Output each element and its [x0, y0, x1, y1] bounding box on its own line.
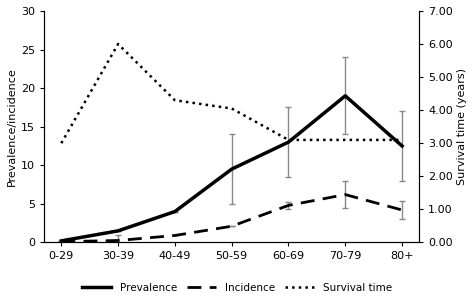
Incidence [286, 203, 292, 207]
Survival time [115, 42, 121, 46]
Line: Survival time: Survival time [61, 44, 402, 143]
Prevalence [172, 210, 178, 213]
Y-axis label: Survival time (years): Survival time (years) [457, 68, 467, 185]
Survival time [286, 138, 292, 142]
Incidence [172, 234, 178, 237]
Incidence [58, 240, 64, 243]
Survival time [172, 99, 178, 102]
Prevalence [58, 239, 64, 243]
Line: Incidence: Incidence [61, 195, 402, 242]
Survival time [58, 142, 64, 145]
Incidence [399, 208, 405, 212]
Prevalence [286, 140, 292, 144]
Survival time [229, 107, 235, 110]
Prevalence [342, 94, 348, 98]
Survival time [399, 138, 405, 142]
Prevalence [229, 167, 235, 171]
Prevalence [115, 229, 121, 233]
Incidence [342, 193, 348, 196]
Line: Prevalence: Prevalence [61, 96, 402, 241]
Survival time [342, 138, 348, 142]
Prevalence [399, 144, 405, 148]
Incidence [229, 224, 235, 228]
Legend: Prevalence, Incidence, Survival time: Prevalence, Incidence, Survival time [78, 278, 396, 297]
Incidence [115, 239, 121, 242]
Y-axis label: Prevalence/incidence: Prevalence/incidence [7, 67, 17, 186]
